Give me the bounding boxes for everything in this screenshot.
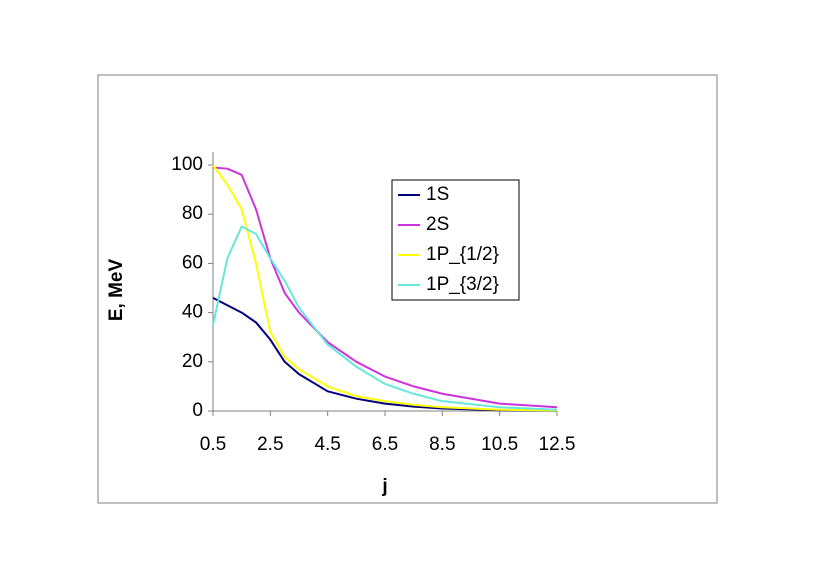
- legend-label: 1P_{1/2}: [426, 244, 499, 265]
- x-tick-label: 2.5: [257, 434, 283, 455]
- y-tick-label: 40: [182, 302, 203, 323]
- series-line: [212, 296, 558, 412]
- y-axis-label: E, MeV: [106, 259, 127, 322]
- y-tick-label: 20: [182, 351, 203, 372]
- y-tick-label: 100: [171, 154, 203, 175]
- y-tick-label: 80: [182, 203, 203, 224]
- x-tick-label: 6.5: [372, 434, 398, 455]
- x-tick-label: 4.5: [314, 434, 340, 455]
- legend-label: 1P_{3/2}: [426, 274, 499, 295]
- legend-label: 2S: [426, 214, 449, 235]
- y-tick-label: 0: [192, 400, 203, 421]
- x-tick-label: 8.5: [429, 434, 455, 455]
- series-line: [212, 225, 558, 411]
- legend: [391, 179, 520, 301]
- x-tick-label: 12.5: [539, 434, 576, 455]
- x-tick-label: 10.5: [481, 434, 518, 455]
- series-line: [212, 164, 558, 412]
- y-tick-label: 60: [182, 252, 203, 273]
- legend-label: 1S: [426, 184, 449, 205]
- x-axis-label: j: [381, 476, 387, 497]
- x-tick-label: 0.5: [200, 434, 226, 455]
